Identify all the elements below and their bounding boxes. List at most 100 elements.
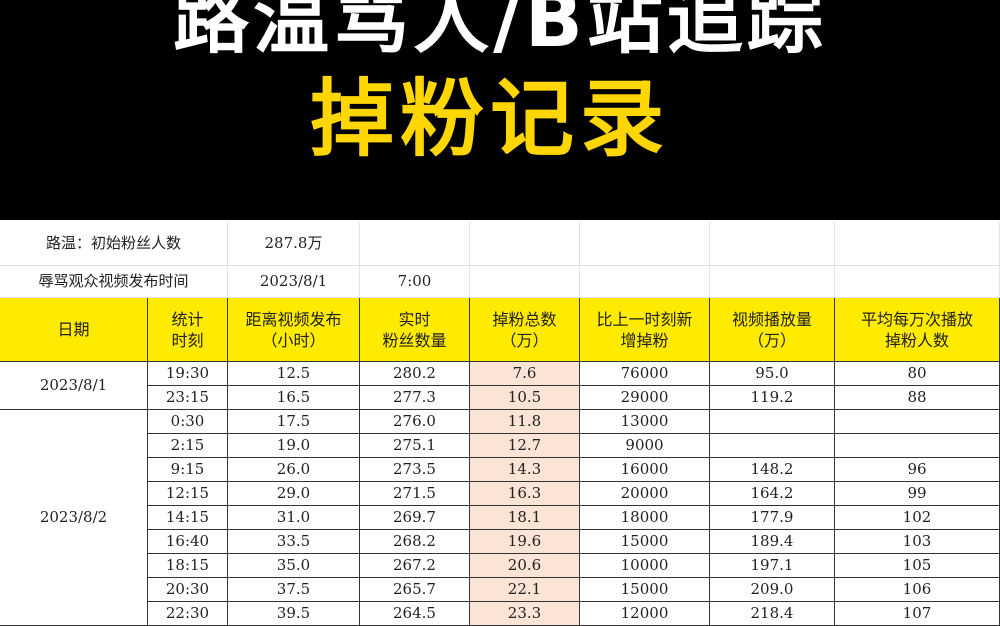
empty-cell xyxy=(835,266,1000,298)
data-cell: 7.6 xyxy=(470,362,580,386)
data-cell: 29000 xyxy=(580,386,710,410)
data-cell: 102 xyxy=(835,506,1000,530)
data-cell: 268.2 xyxy=(360,530,470,554)
empty-cell xyxy=(710,266,835,298)
data-cell: 9000 xyxy=(580,434,710,458)
header-cell: 实时 粉丝数量 xyxy=(360,298,470,362)
data-cell: 103 xyxy=(835,530,1000,554)
data-cell: 264.5 xyxy=(360,602,470,626)
data-cell xyxy=(710,410,835,434)
info-value: 7:00 xyxy=(360,266,470,298)
data-cell: 80 xyxy=(835,362,1000,386)
data-cell: 12.5 xyxy=(228,362,360,386)
info-value: 287.8万 xyxy=(228,222,360,266)
data-cell: 275.1 xyxy=(360,434,470,458)
data-cell: 31.0 xyxy=(228,506,360,530)
date-cell: 2023/8/1 xyxy=(0,362,148,410)
data-cell: 22.1 xyxy=(470,578,580,602)
data-cell: 76000 xyxy=(580,362,710,386)
data-cell: 19.6 xyxy=(470,530,580,554)
data-cell: 20.6 xyxy=(470,554,580,578)
header-cell: 掉粉总数 （万） xyxy=(470,298,580,362)
data-cell: 23:15 xyxy=(148,386,228,410)
info-label: 路温：初始粉丝人数 xyxy=(0,222,228,266)
header-cell: 比上一时刻新 增掉粉 xyxy=(580,298,710,362)
title-line: 掉粉记录 xyxy=(309,70,670,168)
data-cell: 265.7 xyxy=(360,578,470,602)
header-cell: 统计 时刻 xyxy=(148,298,228,362)
data-cell: 15000 xyxy=(580,578,710,602)
empty-cell xyxy=(580,266,710,298)
data-cell: 148.2 xyxy=(710,458,835,482)
empty-cell xyxy=(470,222,580,266)
data-cell: 15000 xyxy=(580,530,710,554)
data-cell: 18.1 xyxy=(470,506,580,530)
data-cell: 13000 xyxy=(580,410,710,434)
header-cell: 视频播放量 （万） xyxy=(710,298,835,362)
empty-cell xyxy=(470,266,580,298)
data-cell: 95.0 xyxy=(710,362,835,386)
data-cell: 12.7 xyxy=(470,434,580,458)
data-cell: 9:15 xyxy=(148,458,228,482)
data-cell: 177.9 xyxy=(710,506,835,530)
info-label: 辱骂观众视频发布时间 xyxy=(0,266,228,298)
data-cell: 23.3 xyxy=(470,602,580,626)
data-cell: 29.0 xyxy=(228,482,360,506)
data-cell: 88 xyxy=(835,386,1000,410)
data-cell: 14.3 xyxy=(470,458,580,482)
data-cell: 218.4 xyxy=(710,602,835,626)
data-cell xyxy=(835,410,1000,434)
data-cell: 197.1 xyxy=(710,554,835,578)
data-cell: 119.2 xyxy=(710,386,835,410)
data-cell: 19.0 xyxy=(228,434,360,458)
data-cell: 17.5 xyxy=(228,410,360,434)
data-cell: 14:15 xyxy=(148,506,228,530)
data-cell xyxy=(710,434,835,458)
data-cell: 2:15 xyxy=(148,434,228,458)
data-cell: 20000 xyxy=(580,482,710,506)
data-cell: 99 xyxy=(835,482,1000,506)
data-cell: 22:30 xyxy=(148,602,228,626)
data-cell: 20:30 xyxy=(148,578,228,602)
empty-cell xyxy=(835,222,1000,266)
data-cell: 39.5 xyxy=(228,602,360,626)
data-cell: 35.0 xyxy=(228,554,360,578)
header-cell: 日期 xyxy=(0,298,148,362)
date-cell: 2023/8/2 xyxy=(0,410,148,626)
data-cell: 26.0 xyxy=(228,458,360,482)
data-cell: 10.5 xyxy=(470,386,580,410)
data-cell: 209.0 xyxy=(710,578,835,602)
data-cell: 12000 xyxy=(580,602,710,626)
data-cell xyxy=(835,434,1000,458)
data-cell: 16:40 xyxy=(148,530,228,554)
header-cell: 距离视频发布 （小时） xyxy=(228,298,360,362)
data-cell: 164.2 xyxy=(710,482,835,506)
data-cell: 280.2 xyxy=(360,362,470,386)
header-cell: 平均每万次播放 掉粉人数 xyxy=(835,298,1000,362)
title-line: 路温骂人/B站追踪 xyxy=(173,0,827,64)
data-cell: 16.3 xyxy=(470,482,580,506)
empty-cell xyxy=(710,222,835,266)
data-cell: 277.3 xyxy=(360,386,470,410)
data-cell: 18000 xyxy=(580,506,710,530)
data-cell: 37.5 xyxy=(228,578,360,602)
data-cell: 273.5 xyxy=(360,458,470,482)
info-value: 2023/8/1 xyxy=(228,266,360,298)
data-cell: 12:15 xyxy=(148,482,228,506)
data-cell: 271.5 xyxy=(360,482,470,506)
data-cell: 189.4 xyxy=(710,530,835,554)
data-cell: 18:15 xyxy=(148,554,228,578)
data-cell: 276.0 xyxy=(360,410,470,434)
data-cell: 19:30 xyxy=(148,362,228,386)
title-banner: 路温骂人/B站追踪 掉粉记录 xyxy=(0,0,1000,220)
data-cell: 11.8 xyxy=(470,410,580,434)
data-cell: 16000 xyxy=(580,458,710,482)
info-value xyxy=(360,222,470,266)
data-cell: 269.7 xyxy=(360,506,470,530)
data-cell: 107 xyxy=(835,602,1000,626)
data-cell: 106 xyxy=(835,578,1000,602)
data-cell: 0:30 xyxy=(148,410,228,434)
data-cell: 96 xyxy=(835,458,1000,482)
data-cell: 267.2 xyxy=(360,554,470,578)
